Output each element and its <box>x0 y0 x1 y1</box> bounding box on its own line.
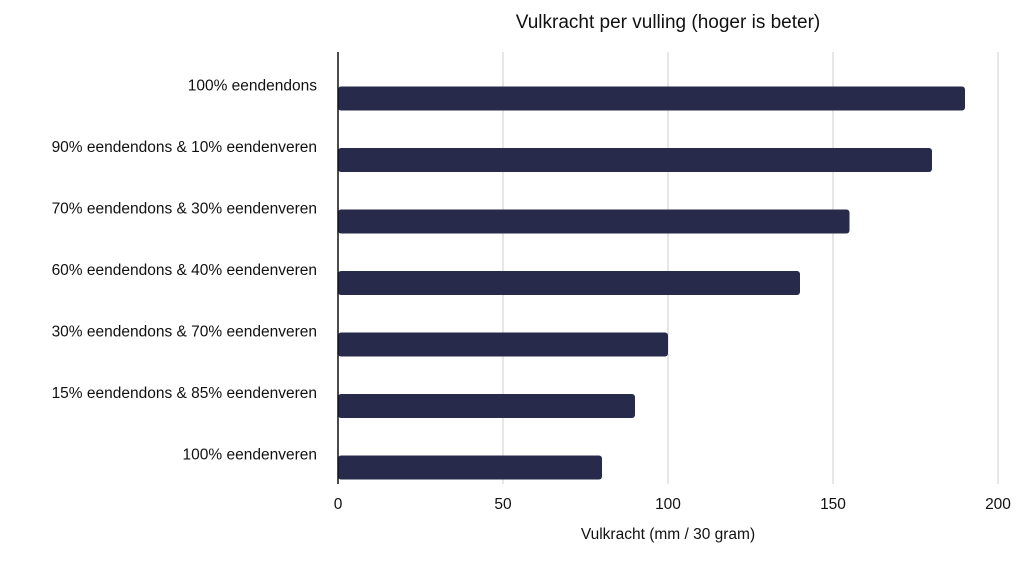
category-label: 90% eendendons & 10% eendenveren <box>52 139 317 156</box>
bar <box>338 455 602 480</box>
category-label: 60% eendendons & 40% eendenveren <box>52 262 317 279</box>
category-label: 30% eendendons & 70% eendenveren <box>52 324 317 341</box>
bar <box>338 148 932 172</box>
category-label: 70% eendendons & 30% eendenveren <box>52 201 317 218</box>
category-label: 100% eendenveren <box>183 447 317 464</box>
category-labels: 100% eendendons 90% eendendons & 10% eend… <box>52 78 318 464</box>
bar <box>338 209 850 234</box>
bar <box>338 332 668 357</box>
category-label: 15% eendendons & 85% eendenveren <box>52 385 317 402</box>
chart-title: Vulkracht per vulling (hoger is beter) <box>516 12 821 33</box>
x-axis-title: Vulkracht (mm / 30 gram) <box>581 526 755 543</box>
bar <box>338 271 800 295</box>
x-tick-label: 150 <box>820 496 846 513</box>
x-tick-label: 100 <box>655 496 681 513</box>
bar <box>338 394 635 418</box>
category-label: 100% eendendons <box>188 78 318 95</box>
bar <box>338 86 965 111</box>
x-tick-labels: 0 50 100 150 200 <box>334 496 1012 513</box>
gridlines <box>502 52 999 484</box>
x-tick-label: 200 <box>985 496 1011 513</box>
bars <box>338 86 965 480</box>
x-tick-label: 0 <box>334 496 343 513</box>
x-tick-label: 50 <box>494 496 512 513</box>
